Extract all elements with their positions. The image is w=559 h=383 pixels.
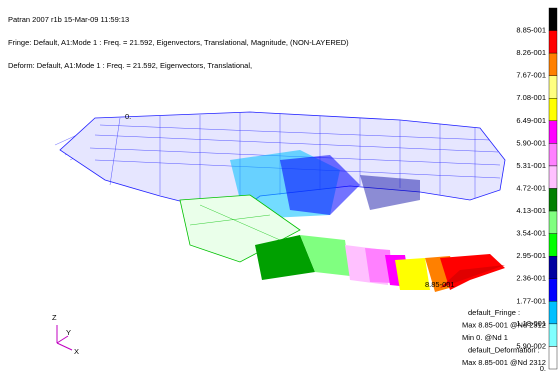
legend-label: 7.67-001 [516,71,546,80]
axis-label: Y [66,328,71,337]
info-line: Max 8.85-001 @Nd 2312 [462,358,546,367]
legend-label: 4.72-001 [516,183,546,192]
legend-label: 7.08-001 [516,93,546,102]
legend-swatch [549,166,557,189]
legend-label: 2.36-001 [516,274,546,283]
legend-label: 2.95-001 [516,251,546,260]
legend-swatch [549,53,557,76]
legend-label: 3.54-001 [516,229,546,238]
legend-label: 8.85-001 [516,26,546,35]
axis-label: X [74,347,79,356]
legend-swatch [549,211,557,234]
legend-label: 8.26-001 [516,48,546,57]
info-line: Max 8.85-001 @Nd 2312 [462,320,546,329]
model-max-label: 8.85-001 [425,280,455,289]
legend-swatch [549,324,557,347]
legend-swatch [549,256,557,279]
legend-swatch [549,121,557,144]
header-line: Fringe: Default, A1:Mode 1 : Freq. = 21.… [8,38,349,47]
legend-label: 6.49-001 [516,116,546,125]
legend-swatch [549,279,557,302]
legend-swatch [549,143,557,166]
legend-swatch [549,98,557,121]
info-line: default_Deformation : [468,345,540,354]
legend-swatch [549,189,557,212]
info-line: default_Fringe : [468,308,520,317]
header-line: Deform: Default, A1:Mode 1 : Freq. = 21.… [8,61,252,70]
header-line: Patran 2007 r1b 15-Mar-09 11:59:13 [8,15,129,24]
legend-label: 5.90-001 [516,138,546,147]
model-min-label: 0. [125,112,131,121]
legend-swatch [549,8,557,31]
axis-label: Z [52,313,57,322]
legend-swatch [549,31,557,54]
legend-swatch [549,76,557,99]
legend-swatch [549,346,557,369]
legend-label: 4.13-001 [516,206,546,215]
legend-swatch [549,301,557,324]
info-line: Min 0. @Nd 1 [462,333,508,342]
legend-label: 5.31-001 [516,161,546,170]
legend-label: 1.77-001 [516,296,546,305]
legend-swatch [549,234,557,257]
viewport: Patran 2007 r1b 15-Mar-09 11:59:13 Fring… [0,0,559,383]
